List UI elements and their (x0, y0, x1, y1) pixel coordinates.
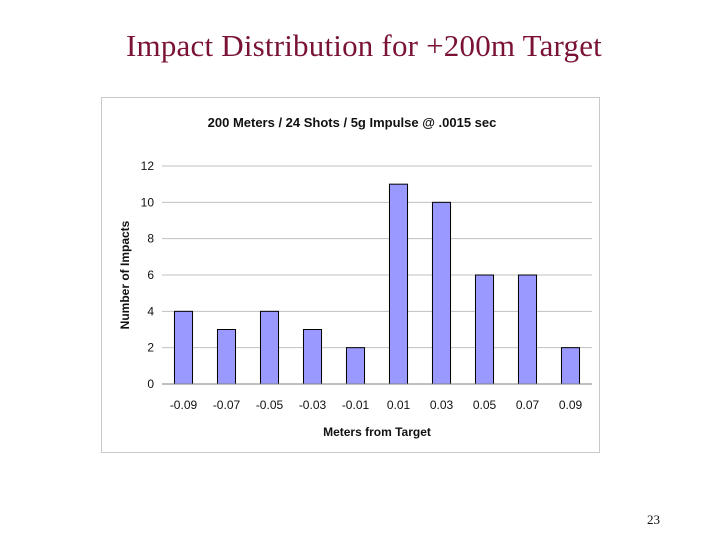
y-tick-labels: 0 2 4 6 8 10 12 (141, 159, 155, 391)
y-axis-label: Number of Impacts (118, 220, 132, 329)
x-tick-label: 0.07 (516, 398, 540, 412)
bar--0.05 (259, 310, 280, 385)
y-tick-label: 6 (147, 268, 154, 282)
x-tick-label: -0.07 (213, 398, 241, 412)
x-tick-label: 0.01 (387, 398, 411, 412)
y-tick-label: 4 (147, 304, 154, 318)
x-tick-label: -0.01 (342, 398, 370, 412)
bar--0.03 (302, 329, 323, 385)
bar--0.09 (173, 310, 194, 385)
bar-0.09 (560, 347, 581, 385)
x-tick-label: -0.09 (170, 398, 198, 412)
page-number: 23 (647, 512, 660, 527)
bar-0.03 (431, 201, 452, 385)
x-tick-labels: -0.09 -0.07 -0.05 -0.03 -0.01 0.01 0.03 0.05 0.0… (170, 398, 583, 412)
slide-title: Impact Distribution for +200m Target (126, 28, 602, 63)
y-tick-label: 0 (147, 377, 154, 391)
x-tick-label: 0.09 (559, 398, 583, 412)
x-tick-label: 0.03 (430, 398, 454, 412)
bar-0.01 (388, 183, 409, 385)
y-tick-label: 8 (147, 232, 154, 246)
bar-0.05 (474, 274, 495, 385)
y-tick-label: 2 (147, 341, 154, 355)
x-tick-label: 0.05 (473, 398, 497, 412)
bar-0.07 (517, 274, 538, 385)
chart-title: 200 Meters / 24 Shots / 5g Impulse @ .00… (208, 115, 497, 130)
bars (173, 183, 581, 385)
y-tick-label: 10 (141, 195, 155, 209)
x-tick-label: -0.03 (299, 398, 327, 412)
bar--0.01 (345, 347, 366, 385)
bar--0.07 (216, 329, 237, 385)
x-axis-label: Meters from Target (323, 425, 431, 439)
y-tick-label: 12 (141, 159, 155, 173)
bar-chart: 200 Meters / 24 Shots / 5g Impulse @ .00… (118, 115, 592, 439)
x-tick-label: -0.05 (256, 398, 284, 412)
chart-frame: 200 Meters / 24 Shots / 5g Impulse @ .00… (101, 97, 600, 453)
